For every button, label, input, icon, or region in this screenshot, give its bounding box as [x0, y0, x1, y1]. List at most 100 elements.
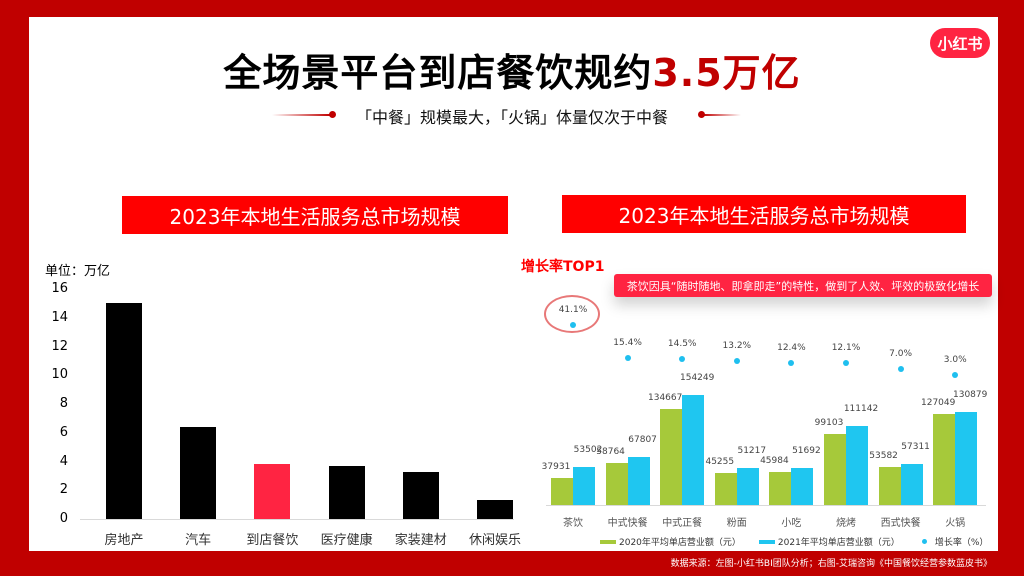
y-tick-label: 0: [59, 511, 68, 526]
bar-2020-火锅: [933, 414, 956, 505]
bar-2020-烧烤: [824, 434, 846, 505]
x-axis-label: 休闲娱乐: [468, 533, 521, 548]
value-label-2021: 111142: [843, 403, 879, 414]
bar-2021-中式快餐: [627, 456, 650, 505]
legend-label-2020: 2020年平均单店营业额（元）: [619, 538, 741, 548]
x-axis-label: 到店餐饮: [246, 533, 299, 548]
y-tick-label: 16: [51, 281, 68, 296]
subtitle-right-dot: [698, 111, 705, 118]
growth-rate-dot: [952, 372, 959, 378]
value-label-2021: 130879: [953, 389, 988, 400]
value-label-2021: 51217: [737, 446, 767, 457]
bar-2021-西式快餐: [900, 464, 923, 505]
growth-rate-label: 41.1%: [558, 305, 588, 315]
legend-swatch-2021: [758, 539, 775, 544]
x-axis-label: 粉面: [726, 518, 747, 529]
legend-label-2021: 2021年平均单店营业额（元）: [777, 538, 900, 548]
left-chart-unit-label: 单位：万亿: [45, 264, 111, 279]
x-axis-label: 汽车: [185, 533, 212, 548]
bar-2021-烧烤: [846, 425, 868, 505]
value-label-2020: 99103: [814, 418, 844, 429]
subtitle: 「中餐」规模最大，「火锅」体量仅次于中餐: [355, 108, 668, 127]
bar-2020-中式快餐: [605, 463, 628, 505]
subtitle-left-dot: [329, 111, 336, 118]
growth-rate-dot: [570, 322, 576, 328]
x-axis-label: 中式快餐: [607, 518, 648, 529]
y-tick-label: 8: [59, 396, 68, 411]
x-axis-label: 烧烤: [836, 518, 856, 529]
value-label-2021: 53502: [573, 444, 603, 455]
growth-rate-label: 7.0%: [889, 349, 913, 359]
bar-2020-西式快餐: [878, 466, 901, 505]
subtitle-left-line: [272, 114, 330, 116]
left-chart-x-axis: [80, 519, 514, 520]
bar-到店餐饮: [254, 464, 291, 519]
growth-rate-label: 3.0%: [943, 355, 967, 365]
bar-2021-粉面: [736, 468, 759, 505]
growth-rate-label: 14.5%: [667, 339, 697, 349]
x-axis-label: 家装建材: [394, 533, 447, 548]
value-label-2020: 45255: [705, 456, 735, 467]
x-axis-label: 中式正餐: [662, 518, 703, 529]
legend-label-growth: 增长率（%）: [934, 538, 989, 548]
growth-rate-dot: [624, 355, 631, 361]
xiaohongshu-logo: 小红书: [930, 28, 990, 58]
bar-休闲娱乐: [477, 500, 513, 519]
data-source-note: 数据来源：左图-小红书BI团队分析；右图-艾瑞咨询《中国餐饮经营参数蓝皮书》: [670, 559, 992, 569]
value-label-2020: 127049: [921, 398, 956, 409]
right-chart-banner: 2023年本地生活服务总市场规模: [562, 195, 966, 233]
bar-2020-粉面: [714, 472, 737, 505]
y-tick-label: 2: [59, 482, 68, 498]
title-highlight: 3.5万亿: [652, 51, 801, 95]
bar-2021-中式正餐: [682, 395, 705, 505]
growth-rate-dot: [679, 356, 686, 362]
x-axis-label: 小吃: [781, 518, 802, 529]
bar-2020-小吃: [769, 472, 792, 505]
growth-rate-dot: [788, 360, 795, 366]
bar-2021-小吃: [791, 468, 814, 505]
value-label-2020: 37931: [541, 461, 571, 472]
right-chart-x-axis: [546, 505, 986, 506]
bar-2021-茶饮: [573, 466, 595, 505]
value-label-2021: 67807: [628, 434, 657, 445]
value-label-2020: 58764: [596, 447, 625, 458]
value-label-2020: 134667: [648, 392, 683, 403]
x-axis-label: 火锅: [945, 518, 966, 529]
value-label-2021: 154249: [680, 373, 715, 383]
y-tick-label: 10: [51, 367, 68, 383]
x-axis-label: 医疗健康: [320, 533, 373, 548]
growth-rate-label: 15.4%: [613, 338, 642, 348]
value-label-2020: 53582: [869, 450, 898, 461]
bar-汽车: [180, 427, 217, 519]
x-axis-label: 房地产: [104, 533, 144, 548]
growth-rate-label: 12.1%: [831, 343, 861, 353]
growth-rate-dot: [733, 358, 740, 364]
tea-drink-callout: 茶饮因具“随时随地、即拿即走”的特性，做到了人效、坪效的极致化增长: [614, 274, 992, 297]
growth-rate-label: 12.4%: [777, 343, 806, 353]
value-label-2020: 45984: [760, 456, 789, 467]
legend-swatch-2020: [600, 539, 616, 544]
growth-rate-dot: [843, 360, 849, 366]
value-label-2021: 57311: [901, 442, 930, 453]
bar-2020-中式正餐: [660, 408, 683, 505]
x-axis-label: 茶饮: [563, 518, 583, 529]
bar-家装建材: [402, 471, 439, 519]
x-axis-label: 西式快餐: [880, 518, 921, 529]
bar-医疗健康: [328, 465, 365, 519]
value-label-2021: 51692: [792, 446, 821, 457]
y-tick-label: 4: [59, 453, 68, 469]
top1-highlight-ellipse: [544, 295, 600, 333]
y-tick-label: 12: [51, 338, 68, 354]
left-chart-banner: 2023年本地生活服务总市场规模: [122, 196, 508, 234]
legend-dot-growth: [921, 539, 927, 544]
bar-房地产: [106, 303, 142, 519]
y-tick-label: 6: [59, 424, 68, 440]
growth-rate-label: 13.2%: [722, 341, 752, 351]
growth-top1-label: 增长率TOP1: [521, 259, 605, 275]
page-title: 全场景平台到店餐饮规约3.5万亿: [0, 42, 1024, 97]
bar-2021-火锅: [955, 411, 978, 505]
y-tick-label: 14: [51, 309, 68, 325]
subtitle-right-line: [703, 114, 741, 116]
title-main: 全场景平台到店餐饮规约: [223, 51, 653, 95]
growth-rate-dot: [897, 366, 904, 372]
